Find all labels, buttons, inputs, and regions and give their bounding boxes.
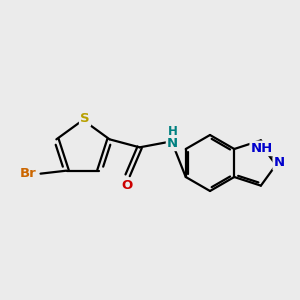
Text: H: H (168, 125, 178, 138)
Text: O: O (121, 179, 132, 192)
Text: NH: NH (251, 142, 273, 155)
Text: N: N (274, 157, 285, 169)
Text: S: S (80, 112, 90, 125)
Text: N: N (167, 137, 178, 150)
Text: Br: Br (20, 167, 37, 180)
